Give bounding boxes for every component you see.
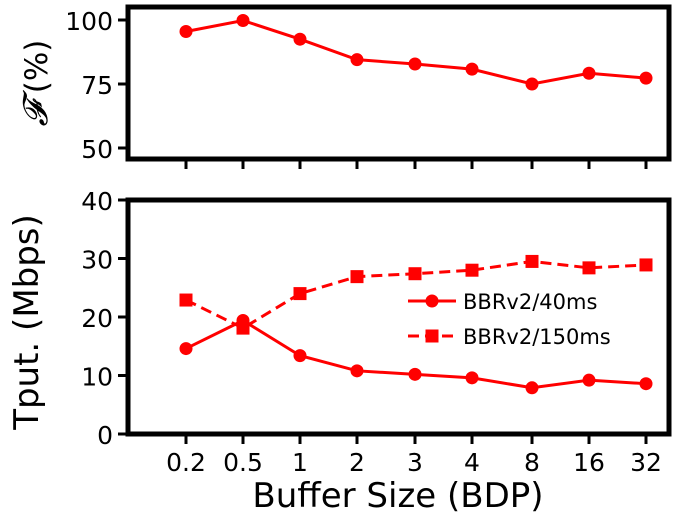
tput-150ms-point (582, 261, 596, 275)
top-ytick-label: 100 (65, 7, 113, 36)
tput-150ms-point (293, 287, 307, 301)
tput-40ms-point (525, 381, 539, 395)
top-y-ticks: 50 75 100 (65, 7, 128, 164)
bottom-plot-frame (125, 197, 672, 437)
legend-swatch-marker (425, 294, 439, 308)
tput-150ms-point (179, 293, 193, 307)
fairness-point (350, 53, 364, 67)
tput-40ms-point (350, 364, 364, 378)
x-axis-title: Buffer Size (BDP) (252, 476, 543, 516)
tput-40ms-point (465, 371, 479, 385)
tput-150ms-point (408, 267, 422, 281)
fairness-point (465, 62, 479, 76)
bottom-ytick-label: 10 (81, 363, 113, 392)
fairness-point (236, 14, 250, 28)
tput-150ms-point (639, 258, 653, 272)
fairness-unit: (%) (19, 40, 55, 94)
fairness-point (293, 32, 307, 46)
tput-40ms-point (293, 349, 307, 363)
bottom-xtick-label: 0.5 (223, 448, 263, 477)
fairness-point (639, 71, 653, 85)
fairness-line (185, 18, 647, 86)
bottom-panel: 0 10 20 30 40 0.2 0.5 1 2 3 4 8 16 32 Tput. (Mbps) B… (7, 187, 672, 516)
top-ytick-label: 75 (81, 71, 113, 100)
top-series-layer (179, 14, 653, 91)
bottom-xtick-label: 4 (464, 448, 480, 477)
fairness-point (525, 77, 539, 91)
tput-40ms-point (639, 377, 653, 391)
fairness-point (179, 25, 193, 39)
tput-150ms-point (465, 263, 479, 277)
top-x-ticks (184, 159, 648, 169)
bottom-series-layer (179, 254, 653, 395)
top-plot-frame (125, 4, 672, 162)
legend-label: BBRv2/40ms (463, 290, 597, 314)
fairness-point (408, 57, 422, 71)
bottom-ytick-label: 30 (81, 246, 113, 275)
top-ytick-label: 50 (81, 135, 113, 164)
tput-150ms-point (350, 270, 364, 284)
fairness-symbol: 𝓕 (16, 89, 56, 126)
bottom-x-ticks: 0.2 0.5 1 2 3 4 8 16 32 (166, 434, 662, 477)
legend: BBRv2/40ms BBRv2/150ms (408, 290, 611, 349)
top-panel: 50 75 100 𝓕(%) (16, 4, 672, 169)
bottom-xtick-label: 8 (524, 448, 540, 477)
bottom-y-ticks: 0 10 20 30 40 (81, 187, 128, 450)
legend-label: BBRv2/150ms (463, 325, 611, 349)
tput-40ms-point (236, 314, 250, 328)
tput-40ms-point (408, 367, 422, 381)
bottom-xtick-label: 3 (407, 448, 423, 477)
bottom-xtick-label: 2 (349, 448, 365, 477)
bottom-y-axis-title: Tput. (Mbps) (7, 214, 47, 431)
bottom-xtick-label: 1 (292, 448, 308, 477)
bottom-ytick-label: 0 (97, 421, 113, 450)
fairness-point (582, 66, 596, 80)
bottom-xtick-label: 16 (573, 448, 605, 477)
tput-150ms-point (525, 254, 539, 268)
bottom-ytick-label: 20 (81, 304, 113, 333)
bottom-xtick-label: 0.2 (166, 448, 206, 477)
tput-40ms-point (582, 373, 596, 387)
bottom-ytick-label: 40 (81, 187, 113, 216)
top-y-axis-title: 𝓕(%) (16, 40, 56, 127)
bottom-xtick-label: 32 (630, 448, 662, 477)
tput-40ms-point (179, 342, 193, 356)
legend-swatch-marker (425, 329, 439, 343)
